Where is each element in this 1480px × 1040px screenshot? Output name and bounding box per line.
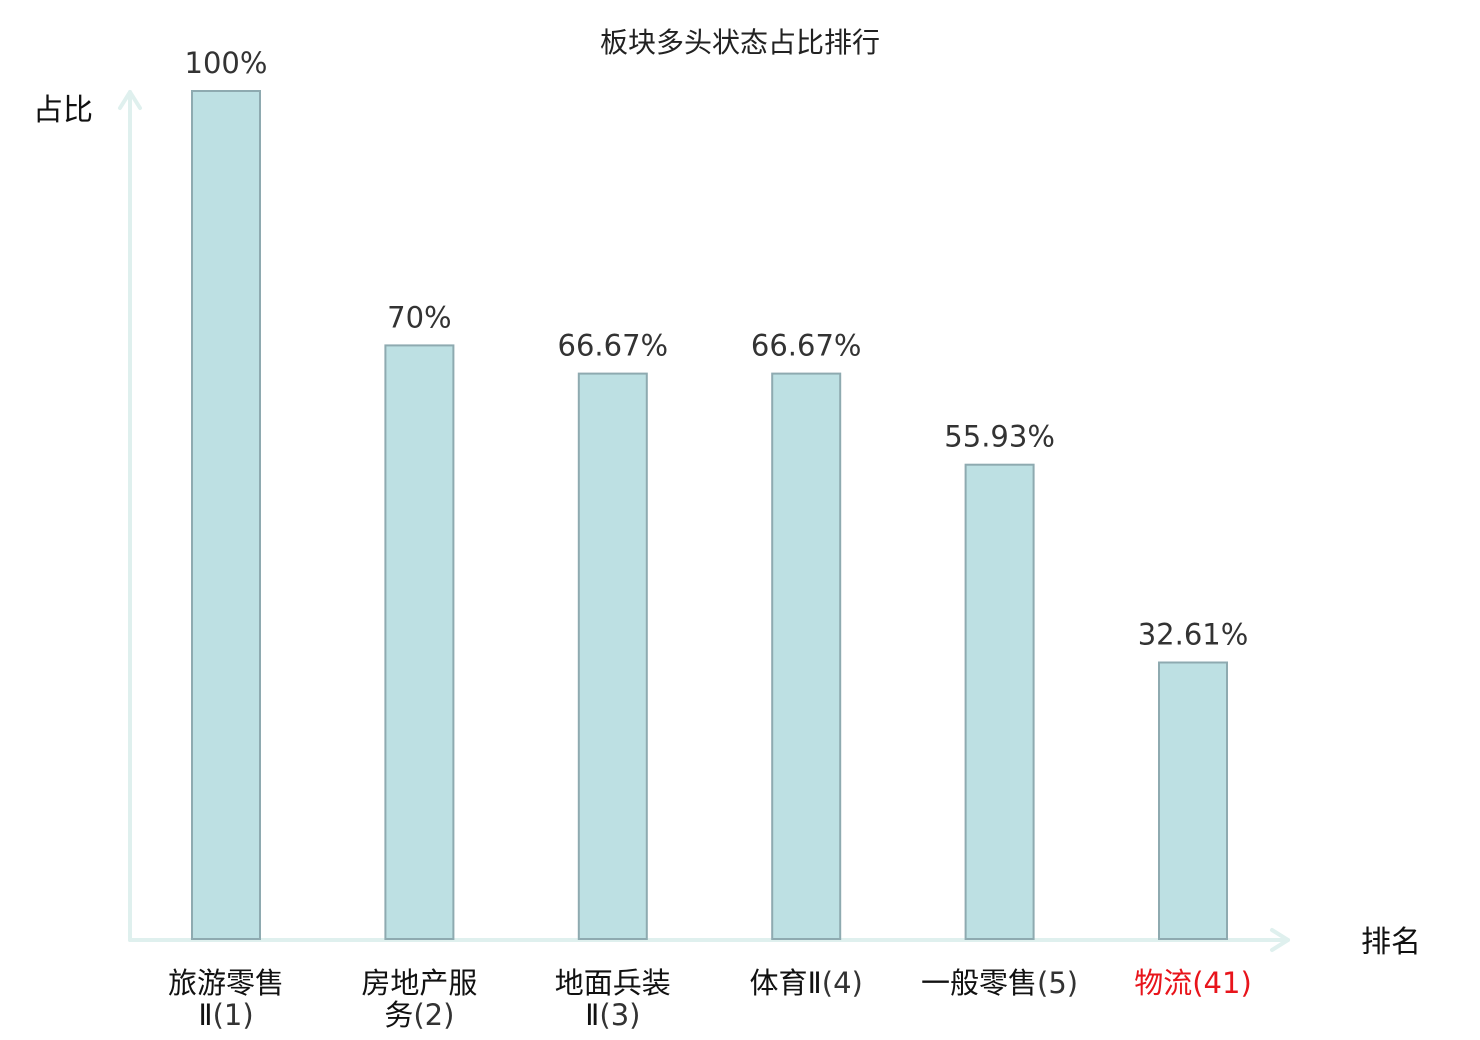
category-label-3: 地面兵装 — [555, 966, 671, 1000]
value-label-3: 66.67% — [558, 329, 669, 363]
bar-3 — [577, 372, 648, 941]
category-rank-6: (41) — [1192, 966, 1252, 1000]
category-rank-4: (4) — [822, 966, 863, 1000]
category-label-2: 房地产服 — [361, 966, 477, 1000]
category-name-5: 一般零售 — [921, 966, 1037, 1000]
category-label-line2-1: Ⅱ(1) — [198, 998, 253, 1032]
value-label-4: 66.67% — [751, 329, 862, 363]
category-label-4: 体育Ⅱ(4) — [750, 966, 863, 1000]
y-axis-title: 占比 — [33, 93, 93, 128]
category-name-2: 房地产服 — [361, 966, 477, 1000]
x-axis-title: 排名 — [1361, 925, 1421, 960]
category-name-line2-3: Ⅱ — [585, 998, 599, 1032]
value-label-6: 32.61% — [1138, 618, 1249, 652]
category-label-5: 一般零售(5) — [921, 966, 1078, 1000]
category-rank-5: (5) — [1037, 966, 1078, 1000]
bar-2 — [384, 344, 455, 940]
bar-6 — [1158, 661, 1228, 940]
value-label-1: 100% — [185, 46, 268, 80]
chart-title: 板块多头状态占比排行 — [600, 26, 880, 59]
category-name-line2-2: 务 — [384, 998, 413, 1032]
category-name-3: 地面兵装 — [555, 966, 671, 1000]
category-rank-2: (2) — [413, 998, 454, 1032]
x-axis-arrow-icon — [1270, 928, 1290, 952]
category-name-line2-1: Ⅱ — [198, 998, 212, 1032]
bar-4 — [771, 372, 842, 941]
category-name-4: 体育Ⅱ — [750, 966, 822, 1000]
category-label-6: 物流(41) — [1134, 966, 1252, 1000]
y-axis-arrow-icon — [118, 90, 142, 110]
category-label-line2-3: Ⅱ(3) — [585, 998, 640, 1032]
category-label-line2-2: 务(2) — [384, 998, 454, 1032]
category-name-1: 旅游零售 — [168, 966, 284, 1000]
value-label-2: 70% — [387, 300, 451, 334]
bars-group — [191, 90, 1228, 941]
category-name-6: 物流 — [1134, 966, 1192, 1000]
value-label-5: 55.93% — [944, 420, 1055, 454]
bar-5 — [964, 463, 1035, 940]
category-label-1: 旅游零售 — [168, 966, 284, 1000]
category-rank-1: (1) — [213, 998, 254, 1032]
category-rank-3: (3) — [599, 998, 640, 1032]
bar-1 — [191, 90, 261, 940]
value-labels-group: 100% 70% 66.67% 66.67% 55.93% 32.61% — [185, 46, 1249, 652]
